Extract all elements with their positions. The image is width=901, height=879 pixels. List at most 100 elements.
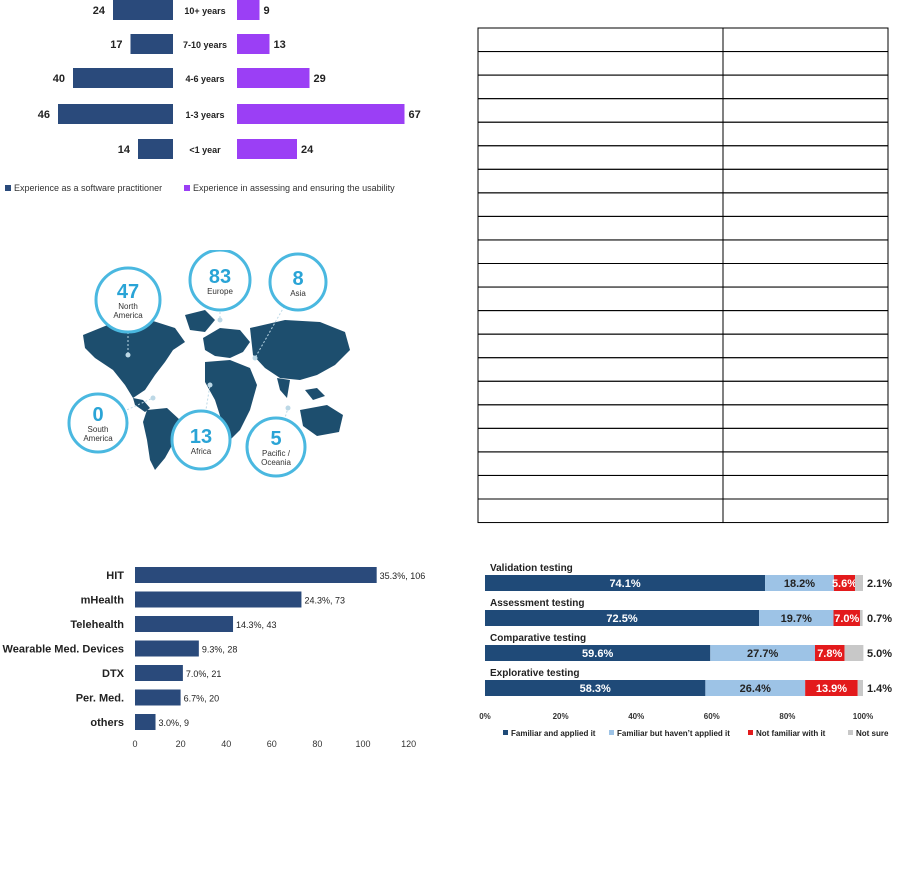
region-label: America: [113, 311, 143, 320]
table-cell: [477, 168, 724, 194]
x-tick-label: 120: [401, 739, 416, 749]
region-label: North: [118, 302, 138, 311]
left-bar: [73, 68, 173, 88]
data-label: 24.3%, 73: [304, 596, 345, 606]
stack-segment: [855, 575, 863, 591]
table-cell: [722, 380, 889, 406]
table-cell: [477, 451, 724, 476]
region-circle: [170, 409, 232, 471]
region-circle: [245, 416, 307, 478]
blank-table: [477, 27, 889, 524]
domain-bar: [135, 665, 183, 681]
category-label: Explorative testing: [490, 668, 579, 679]
category-label: 1-3 years: [185, 110, 224, 120]
domain-bar: [135, 567, 377, 583]
data-label: 35.3%, 106: [380, 571, 426, 581]
segment-label: 72.5%: [606, 613, 637, 625]
table-cell: [477, 404, 724, 429]
data-label: 14.3%, 43: [236, 620, 277, 630]
category-label: others: [90, 717, 124, 729]
region-label: Oceania: [261, 458, 291, 467]
left-value-label: 46: [38, 109, 50, 121]
segment-label: 26.4%: [740, 683, 771, 695]
table-cell: [477, 427, 724, 453]
region-circle: [268, 252, 328, 312]
right-bar: [237, 104, 405, 124]
legend-label-usability: Experience in assessing and ensuring the…: [193, 183, 395, 193]
table-cell: [477, 474, 724, 500]
table-cell: [722, 263, 889, 288]
category-label: HIT: [106, 570, 124, 582]
x-tick-label: 100: [355, 739, 370, 749]
table-cell: [722, 98, 889, 123]
segment-label: 7.8%: [817, 648, 842, 660]
stack-segment: [844, 645, 864, 661]
region-map-chart: 47NorthAmerica83Europe8Asia0SouthAmerica…: [67, 250, 350, 478]
region-label: Europe: [207, 287, 233, 296]
category-label: Wearable Med. Devices: [3, 644, 124, 656]
left-value-label: 24: [93, 5, 106, 17]
region-label: South: [88, 425, 109, 434]
x-tick-label: 40%: [628, 712, 644, 721]
data-label: 7.0%, 21: [186, 669, 222, 679]
legend-label: Familiar but haven’t applied it: [617, 729, 730, 738]
region-dot: [207, 382, 213, 388]
table-cell: [722, 121, 889, 147]
legend-swatch: [748, 730, 753, 735]
table-cell: [477, 121, 724, 147]
domain-bar: [135, 640, 199, 657]
table-cell: [477, 286, 724, 312]
legend-swatch-practitioner: [5, 185, 11, 191]
table-cell: [722, 215, 889, 241]
region-circle: [94, 266, 162, 334]
region-value: 47: [117, 281, 139, 303]
x-tick-label: 60%: [704, 712, 720, 721]
world-map-silhouette: [83, 310, 350, 470]
region-dot: [217, 317, 223, 323]
stack-segment: [857, 680, 863, 696]
stack-segment: [485, 680, 706, 696]
stack-segment: [710, 645, 815, 661]
data-label: 6.7%, 20: [184, 694, 220, 704]
table-cell: [477, 51, 724, 76]
region-label: America: [83, 434, 113, 443]
segment-label: 1.4%: [867, 683, 892, 695]
segment-label: 5.6%: [832, 578, 857, 590]
category-label: 7-10 years: [183, 40, 227, 50]
category-label: Assessment testing: [490, 598, 584, 609]
region-dot: [252, 355, 258, 361]
table-cell: [722, 451, 889, 476]
table-cell: [477, 380, 724, 406]
left-bar: [130, 34, 173, 54]
segment-label: 5.0%: [867, 648, 892, 660]
segment-label: 58.3%: [580, 683, 611, 695]
segment-label: 0.7%: [867, 613, 892, 625]
data-label: 3.0%, 9: [159, 718, 190, 728]
table-cell: [477, 74, 724, 100]
table-cell: [477, 192, 724, 217]
table-cell: [722, 357, 889, 382]
right-value-label: 24: [301, 144, 314, 156]
table-cell: [722, 310, 889, 335]
region-label: Africa: [191, 447, 212, 456]
right-bar: [237, 68, 310, 88]
table-cell: [477, 27, 724, 53]
category-label: 10+ years: [184, 6, 225, 16]
category-label: 4-6 years: [185, 74, 224, 84]
segment-label: 2.1%: [867, 578, 892, 590]
legend-label-practitioner: Experience as a software practitioner: [14, 183, 162, 193]
stack-segment: [833, 575, 856, 591]
region-label: Asia: [290, 289, 306, 298]
x-tick-label: 80%: [779, 712, 795, 721]
table-cell: [722, 239, 889, 264]
stack-segment: [805, 680, 858, 696]
stack-segment: [485, 645, 711, 661]
x-tick-label: 20%: [553, 712, 569, 721]
region-value: 8: [292, 268, 303, 290]
stack-segment: [485, 610, 760, 626]
stack-segment: [765, 575, 834, 591]
region-circle: [67, 392, 129, 454]
category-label: Comparative testing: [490, 633, 586, 644]
table-cell: [477, 145, 724, 170]
x-tick-label: 0: [132, 739, 137, 749]
